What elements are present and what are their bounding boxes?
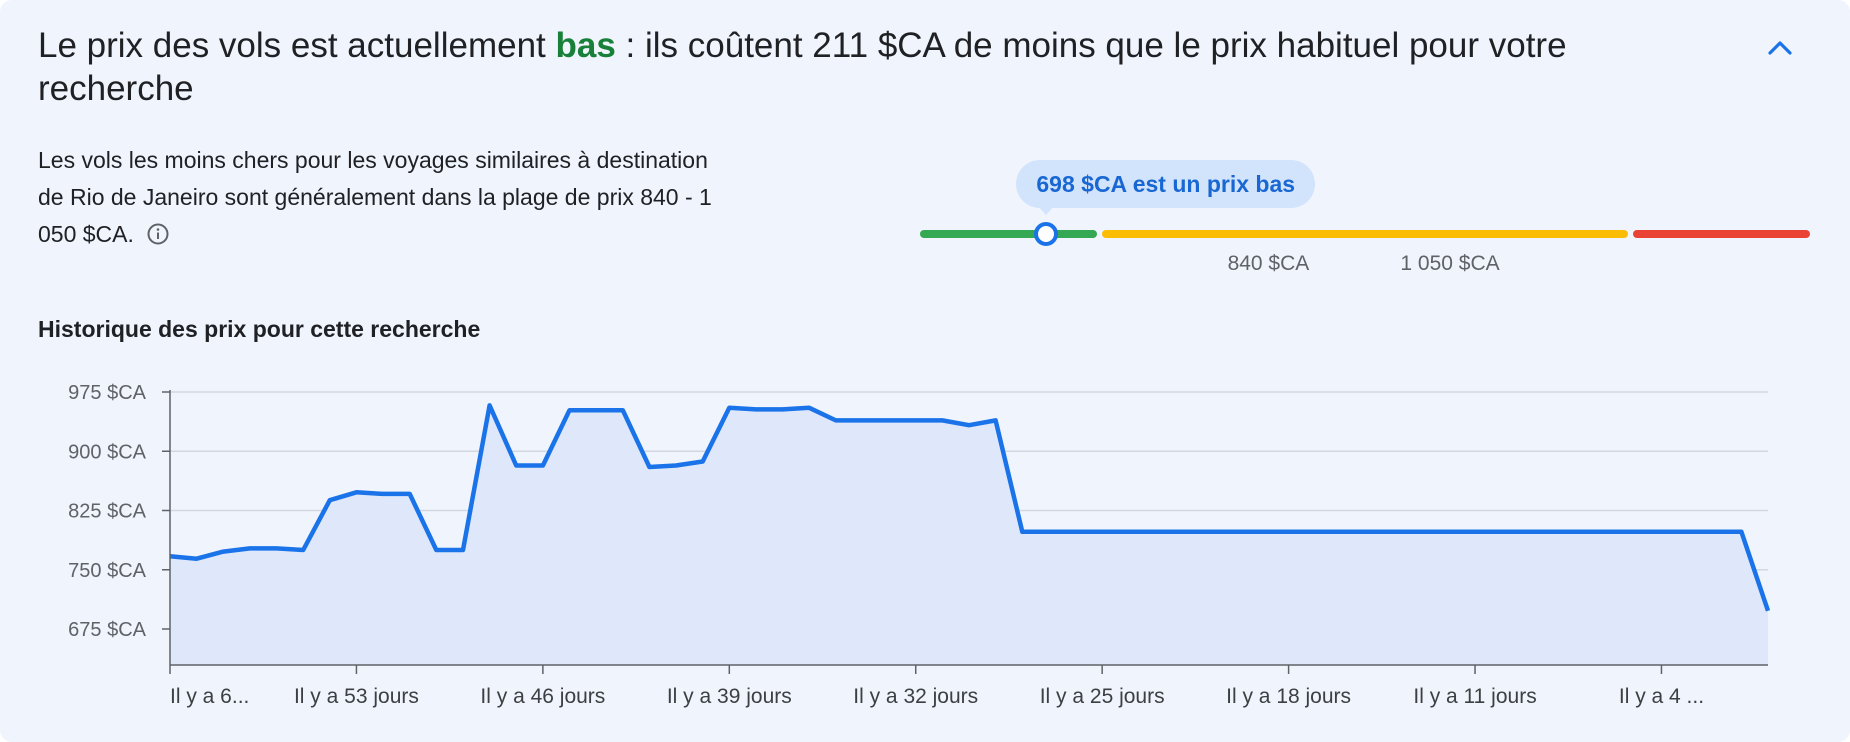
- x-tick-label: Il y a 18 jours: [1226, 685, 1351, 708]
- info-icon[interactable]: [146, 222, 170, 246]
- typical-price-segment: [1102, 230, 1628, 238]
- x-tick-label: Il y a 11 jours: [1413, 685, 1536, 708]
- x-tick-label: Il y a 25 jours: [1040, 685, 1165, 708]
- high-price-segment: [1633, 230, 1810, 238]
- collapse-button[interactable]: [1760, 28, 1800, 68]
- y-tick-label: 975 $CA: [68, 382, 146, 404]
- y-tick-label: 750 $CA: [68, 560, 146, 582]
- x-tick-label: Il y a 53 jours: [294, 685, 419, 708]
- current-price-marker: [1034, 222, 1059, 246]
- y-axis-labels: 975 $CA 900 $CA 825 $CA 750 $CA 675 $CA: [68, 382, 146, 641]
- y-tick-label: 675 $CA: [68, 619, 146, 641]
- chart-axes: [169, 390, 1768, 674]
- y-tick-label: 900 $CA: [68, 441, 146, 463]
- headline-text: Le prix des vols est actuellement: [38, 26, 546, 65]
- chevron-up-icon: [1768, 41, 1792, 55]
- price-area-fill: [170, 405, 1768, 665]
- x-tick-label: Il y a 46 jours: [480, 685, 605, 708]
- x-tick-label: Il y a 6...: [170, 685, 249, 708]
- typical-price-description: Les vols les moins chers pour les voyage…: [38, 142, 718, 253]
- range-low-label: 840 $CA: [1227, 252, 1310, 275]
- x-tick-label: Il y a 32 jours: [853, 685, 978, 708]
- headline-savings: : ils coûtent 211 $CA de moins que le pr…: [38, 26, 1567, 108]
- price-range-gauge: 698 $CA est un prix bas 840 $CA 1 050 $C…: [920, 160, 1810, 280]
- range-high-label: 1 050 $CA: [1400, 252, 1500, 275]
- y-tick-label: 825 $CA: [68, 501, 146, 523]
- price-level-headline: Le prix des vols est actuellement bas : …: [38, 24, 1638, 110]
- low-price-segment: [920, 230, 1097, 238]
- x-tick-label: Il y a 39 jours: [667, 685, 792, 708]
- current-price-bubble: 698 $CA est un prix bas: [1016, 160, 1316, 208]
- price-level-badge: bas: [555, 26, 616, 65]
- x-tick-label: Il y a 4 ...: [1619, 685, 1704, 708]
- price-history-title: Historique des prix pour cette recherche: [38, 316, 481, 342]
- x-axis-labels: Il y a 6... Il y a 53 jours Il y a 46 jour…: [170, 685, 1704, 708]
- bubble-pointer: [1038, 206, 1055, 215]
- price-line: [169, 403, 1771, 612]
- description-text: Les vols les moins chers pour les voyage…: [38, 147, 712, 247]
